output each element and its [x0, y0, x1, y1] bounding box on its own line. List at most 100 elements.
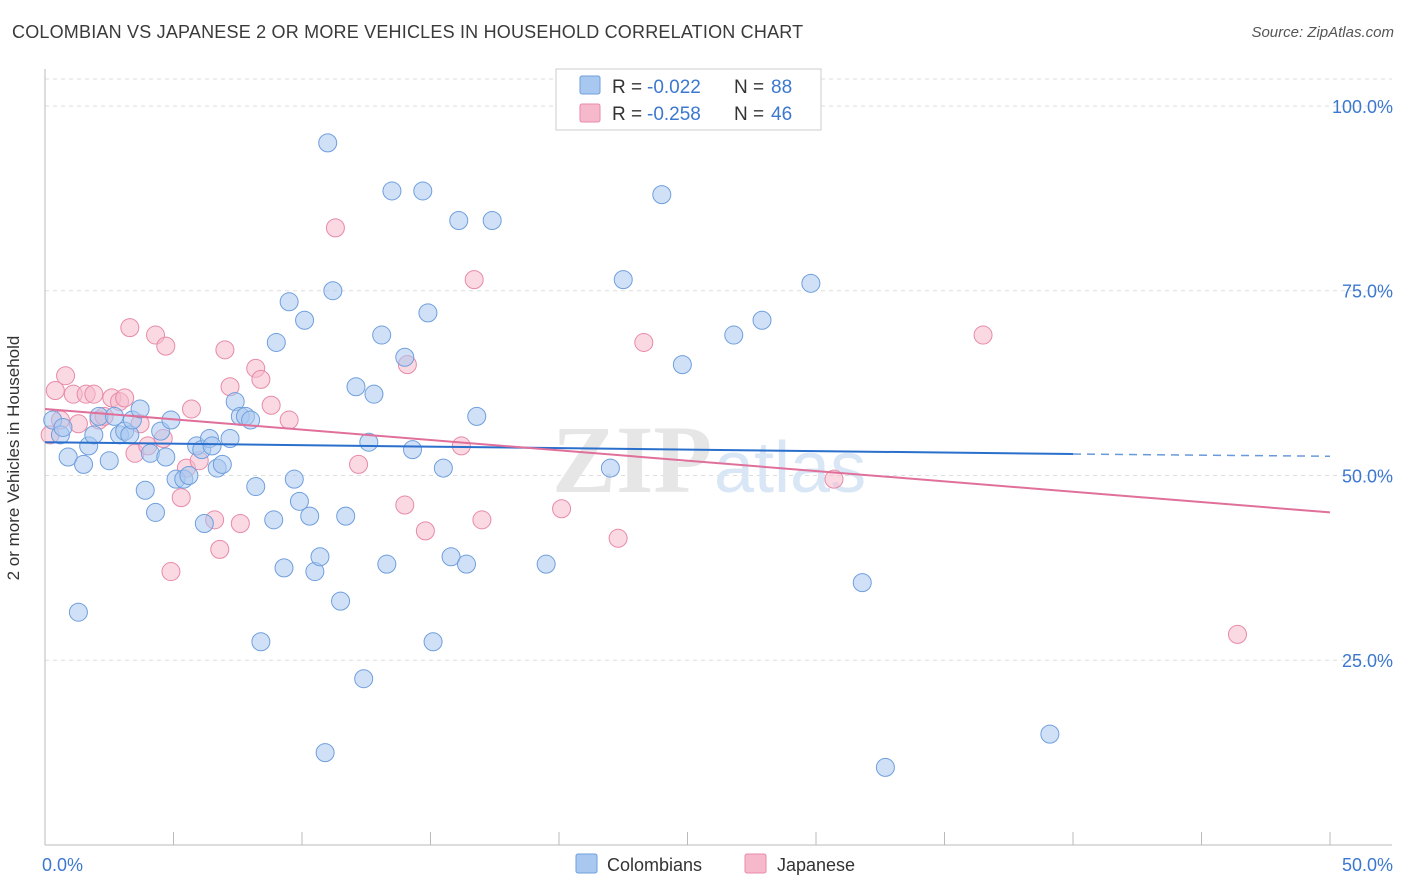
japanese-point [56, 366, 76, 386]
y-tick-label: 50.0% [1342, 466, 1393, 486]
colombians-point [104, 406, 124, 426]
colombians-point [295, 310, 315, 330]
colombians-trend-extension [1072, 453, 1331, 458]
trend-lines [44, 407, 1331, 514]
colombians-point [875, 757, 895, 777]
colombians-point [482, 211, 502, 231]
japanese-point [464, 270, 484, 290]
japanese-point [215, 340, 235, 360]
japanese-point [634, 332, 654, 352]
colombians-point [536, 554, 556, 574]
axes [44, 69, 1392, 846]
colombians-point [377, 554, 397, 574]
colombians-point [600, 458, 620, 478]
colombians-point [467, 406, 487, 426]
legend-swatch-japanese [579, 103, 601, 123]
colombians-point [246, 477, 266, 497]
colombians-point [220, 429, 240, 449]
colombians-points [43, 133, 1060, 777]
source-credit: Source: ZipAtlas.com [1251, 24, 1394, 41]
colombians-point [318, 133, 338, 153]
japanese-point [279, 410, 299, 430]
colombians-point [74, 454, 94, 474]
colombians-point [179, 465, 199, 485]
colombians-point [1040, 724, 1060, 744]
colombians-point [364, 384, 384, 404]
colombians-point [84, 425, 104, 445]
japanese-point [120, 318, 140, 338]
colombians-point [266, 332, 286, 352]
japanese-point [161, 562, 181, 582]
colombians-point [58, 447, 78, 467]
colombians-point [310, 547, 330, 567]
colombians-point [284, 469, 304, 489]
legend-r-value-colombians: -0.022 [647, 77, 701, 98]
japanese-point [1227, 624, 1247, 644]
colombians-point [372, 325, 392, 345]
japanese-point [325, 218, 345, 238]
japanese-point [181, 399, 201, 419]
japanese-point [84, 384, 104, 404]
colombians-point [346, 377, 366, 397]
colombians-point [202, 436, 222, 456]
y-tick-label: 75.0% [1342, 282, 1393, 302]
legend-n-value-japanese: 46 [771, 104, 792, 125]
bottom-legend-label-colombians: Colombians [607, 855, 702, 875]
bottom-legend-swatch-colombians [575, 853, 598, 874]
colombians-point [156, 447, 176, 467]
japanese-point [251, 369, 271, 389]
x-tick-label: 0.0% [42, 855, 83, 875]
japanese-point [349, 454, 369, 474]
colombians-point [336, 506, 356, 526]
y-tick-label: 100.0% [1332, 97, 1393, 117]
bottom-legend-label-japanese: Japanese [777, 855, 855, 875]
bottom-legend: Colombians Japanese [575, 853, 855, 875]
japanese-point [395, 495, 415, 515]
colombians-point [274, 558, 294, 578]
colombians-point [130, 399, 150, 419]
colombians-point [418, 303, 438, 323]
japanese-point [973, 325, 993, 345]
legend-r-value-japanese: -0.258 [647, 104, 701, 125]
colombians-point [752, 310, 772, 330]
colombians-point [289, 491, 309, 511]
japanese-point [824, 469, 844, 489]
legend-r-label-colombians: R = [612, 77, 642, 98]
colombians-point [382, 181, 402, 201]
legend-swatch-colombians [579, 75, 601, 95]
colombians-point [395, 347, 415, 367]
colombians-point [852, 573, 872, 593]
japanese-point [115, 388, 135, 408]
colombians-point [212, 454, 232, 474]
colombians-point [613, 270, 633, 290]
japanese-point [415, 521, 435, 541]
colombians-point [456, 554, 476, 574]
legend-r-label-japanese: R = [612, 104, 642, 125]
japanese-point [451, 436, 471, 456]
colombians-point [672, 355, 692, 375]
chart-title: COLOMBIAN VS JAPANESE 2 OR MORE VEHICLES… [12, 22, 804, 42]
colombians-point [449, 211, 469, 231]
colombians-point [251, 632, 271, 652]
colombians-point [264, 510, 284, 530]
colombians-point [403, 440, 423, 460]
japanese-point [156, 336, 176, 356]
japanese-point [472, 510, 492, 530]
japanese-point [230, 514, 250, 534]
colombians-point [194, 514, 214, 534]
japanese-point [552, 499, 572, 519]
watermark-zip: ZIP [552, 406, 712, 513]
colombians-point [146, 502, 166, 522]
colombians-point [53, 417, 73, 437]
x-tick-label: 50.0% [1342, 855, 1393, 875]
y-tick-label: 25.0% [1342, 651, 1393, 671]
colombians-point [99, 451, 119, 471]
colombians-point [68, 602, 88, 622]
colombians-trend-line [44, 441, 1074, 456]
colombians-point [315, 743, 335, 763]
colombians-point [652, 185, 672, 205]
japanese-point [171, 488, 191, 508]
colombians-point [801, 273, 821, 293]
colombians-point [441, 547, 461, 567]
colombians-point [413, 181, 433, 201]
